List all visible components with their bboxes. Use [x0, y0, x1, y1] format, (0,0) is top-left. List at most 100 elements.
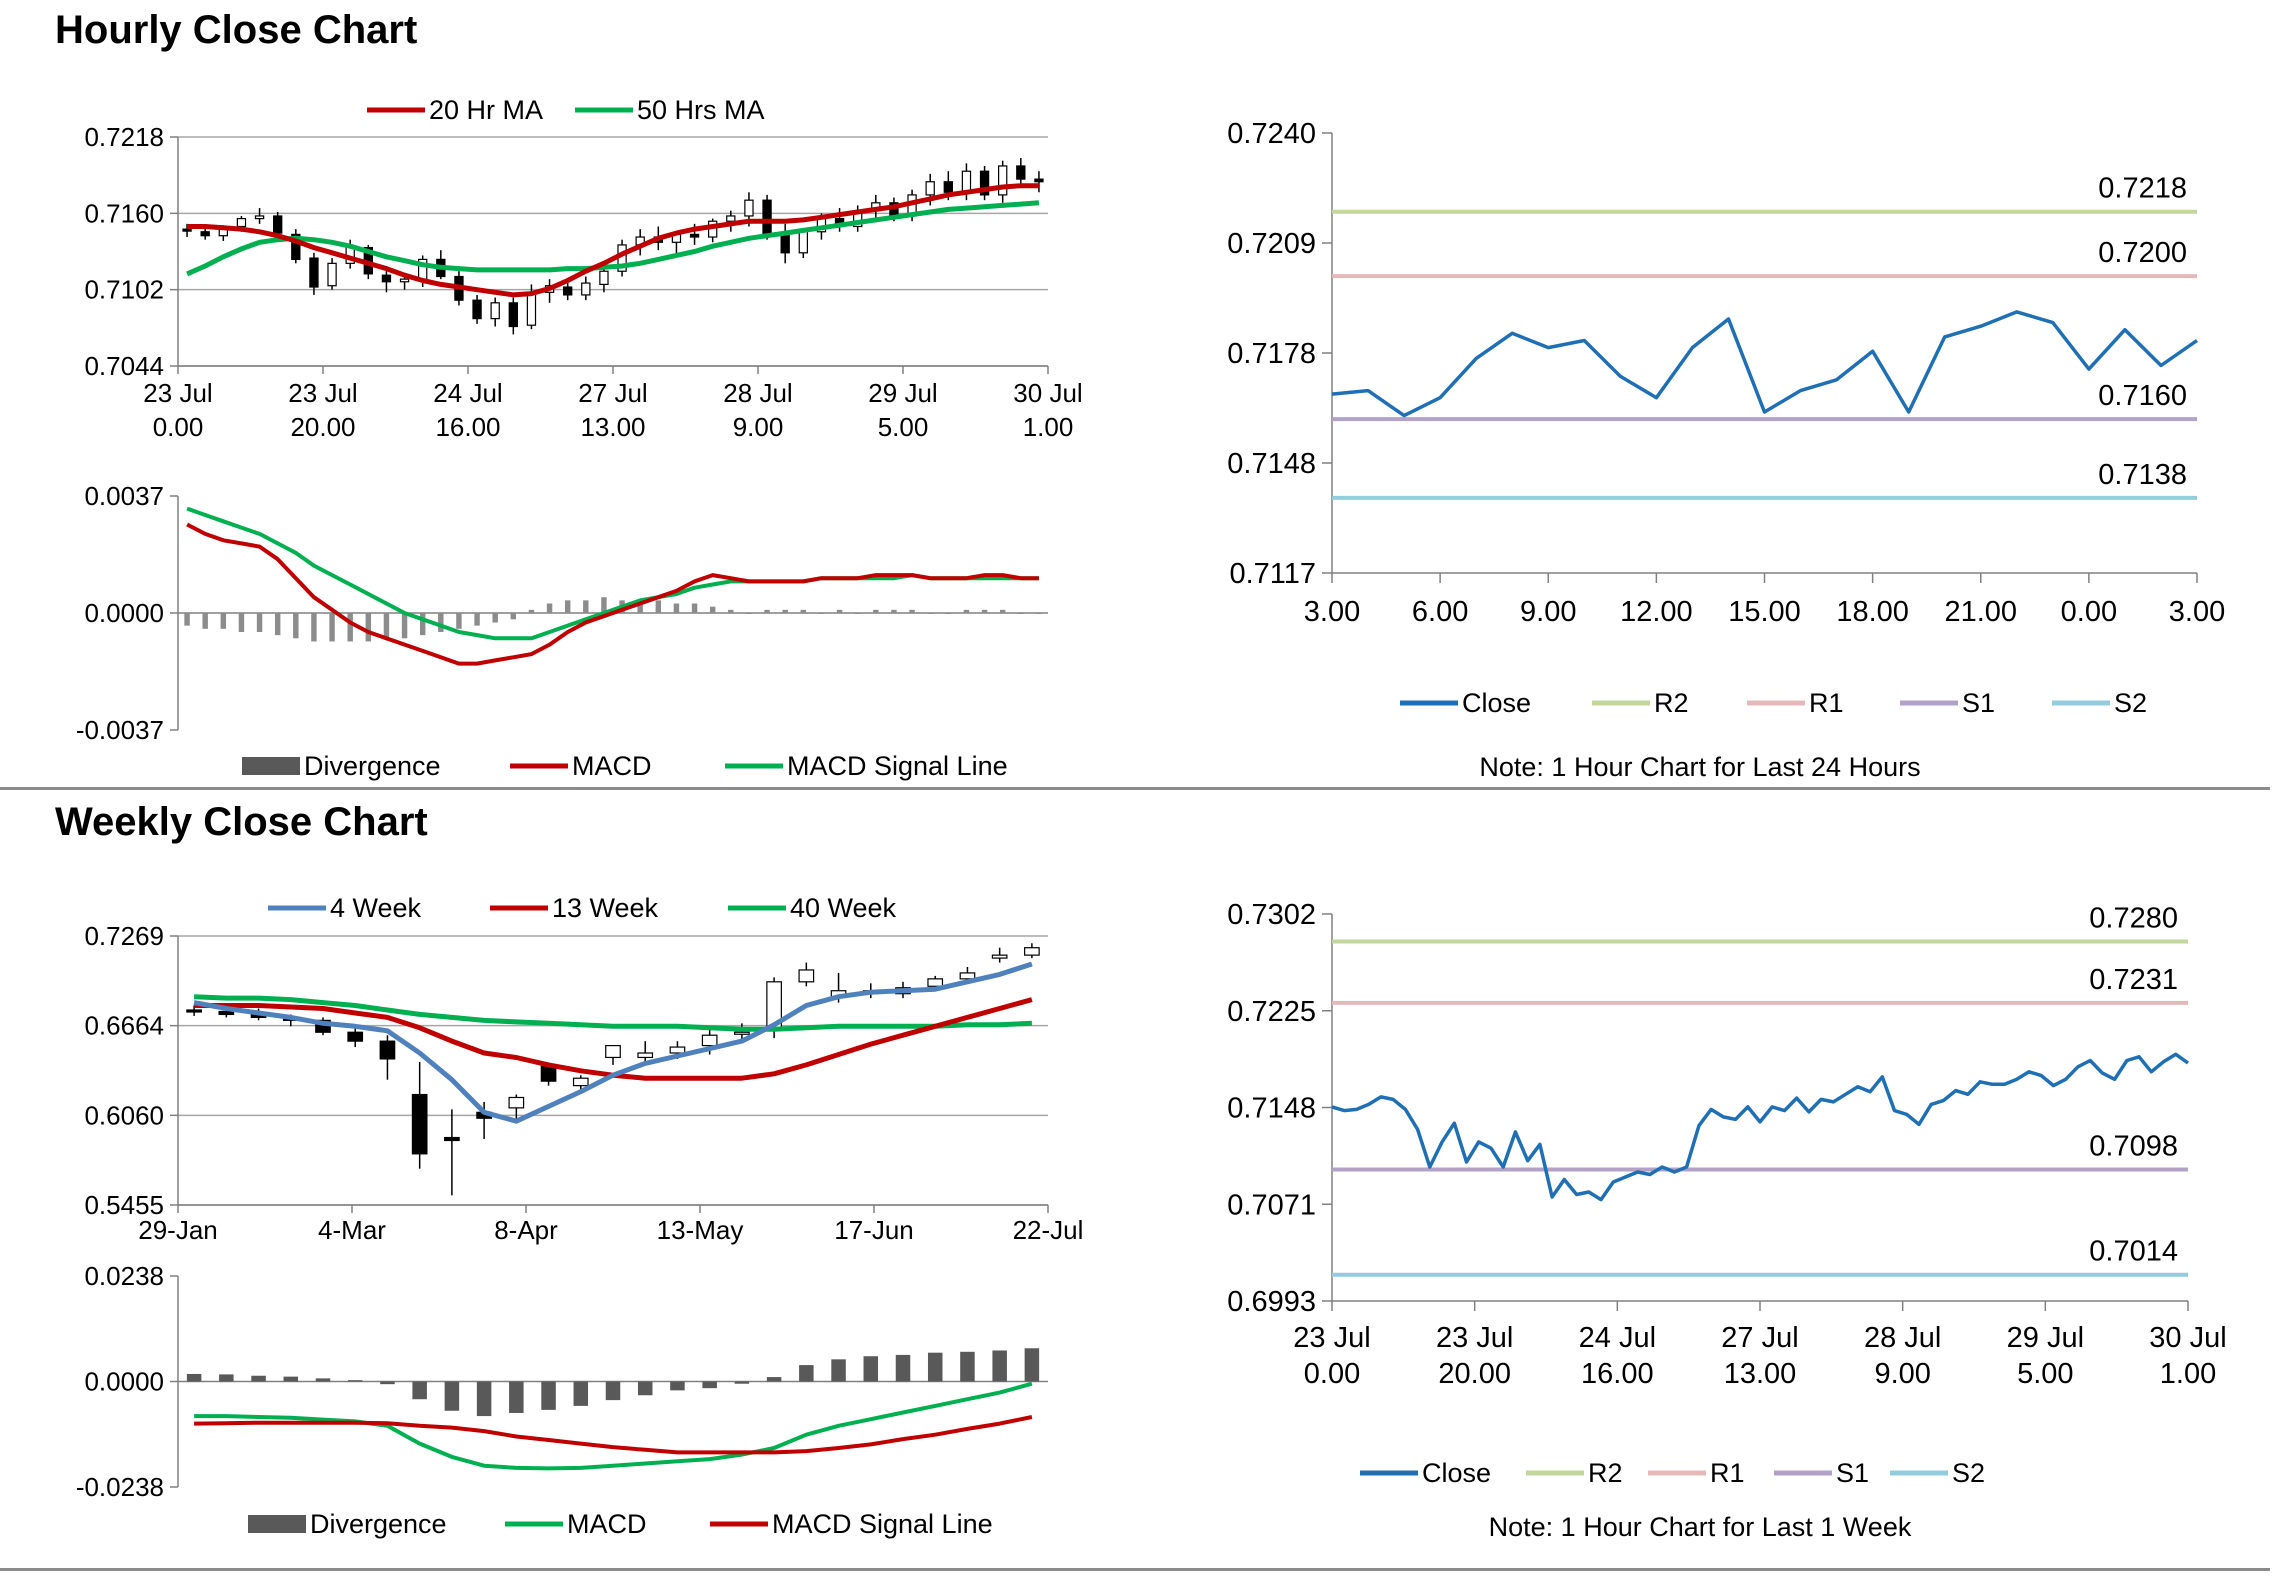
legend-macd-signal-label: MACD Signal Line	[787, 751, 1008, 781]
y-tick-label: 0.7240	[1227, 118, 1316, 150]
y-tick-label: -0.0037	[76, 715, 164, 745]
divergence-bar	[444, 1381, 460, 1411]
legend-s1-label: S1	[1962, 688, 1995, 718]
divergence-bar	[999, 609, 1006, 613]
legend-s2-label: S2	[2114, 688, 2147, 718]
divergence-bar	[702, 1381, 717, 1389]
divergence-bar	[438, 613, 444, 632]
divergence-bar	[456, 613, 462, 629]
legend-macd-label: MACD	[572, 751, 652, 781]
y-tick-label: 0.7102	[84, 275, 164, 305]
divergence-bar	[546, 603, 553, 613]
x-tick-label: 23 Jul	[288, 378, 357, 408]
divergence-bar	[909, 609, 915, 613]
candle-body	[961, 170, 972, 193]
candle-body	[526, 291, 537, 326]
divergence-bar	[251, 1375, 266, 1382]
y-tick-label: 0.7117	[1229, 558, 1316, 590]
legend-divergence-label: Divergence	[304, 751, 441, 781]
legend-r1-label: R1	[1809, 688, 1844, 718]
divergence-bar	[782, 609, 788, 613]
candle-body	[927, 978, 944, 987]
divergence-bar	[637, 1381, 653, 1396]
level-label-s1: 0.7098	[2089, 1130, 2178, 1162]
divergence-bar	[766, 1377, 782, 1382]
candle-body	[734, 1031, 750, 1035]
hourly-price-chart: 20 Hr MA 50 Hrs MA 0.7218 0.7160 0.7102 0.704…	[84, 95, 1082, 442]
legend-divergence-label: Divergence	[310, 1509, 447, 1539]
divergence-bar	[541, 1381, 556, 1410]
divergence-bar	[746, 613, 752, 614]
candle-body	[744, 199, 754, 217]
divergence-bar	[509, 1381, 524, 1413]
x-tick-label: 20.00	[290, 412, 355, 442]
divergence-bar	[891, 609, 897, 613]
x-tick-label: 27 Jul	[1721, 1322, 1798, 1354]
y-tick-label: 0.7044	[84, 351, 164, 381]
legend-40-week-label: 40 Week	[790, 893, 897, 923]
candle-body	[379, 1040, 396, 1060]
divergence-bar	[1024, 1348, 1040, 1382]
divergence-bar	[311, 613, 317, 642]
divergence-bar	[764, 609, 770, 613]
candle-body	[925, 181, 935, 196]
candle-body	[1034, 178, 1044, 183]
y-tick-label: 0.7269	[84, 921, 164, 951]
candle-body	[605, 1044, 621, 1059]
divergence-bar	[510, 613, 517, 620]
x-tick-label: 29 Jul	[2007, 1322, 2084, 1354]
x-tick-label: 16.00	[435, 412, 500, 442]
candle-body	[798, 969, 815, 983]
hourly-pivot-chart: 0.7240 0.7209 0.7178 0.7148 0.7117 3.00 6.00 9.…	[1227, 118, 2225, 718]
level-label-s2: 0.7014	[2089, 1236, 2178, 1268]
level-label-r1: 0.7231	[2089, 964, 2178, 996]
divergence-bar	[691, 603, 698, 613]
divergence-bar	[220, 613, 227, 629]
divergence-bar	[1036, 613, 1042, 614]
weekly-note: Note: 1 Hour Chart for Last 1 Week	[1488, 1512, 1912, 1542]
candle-body	[411, 1093, 428, 1155]
divergence-bar	[474, 613, 480, 626]
divergence-bar	[365, 613, 372, 642]
candle-body	[669, 1046, 686, 1054]
candle-body	[581, 282, 591, 296]
level-label-r2: 0.7218	[2098, 173, 2187, 205]
divergence-bar	[605, 1381, 621, 1401]
bottom-divider	[0, 1568, 2270, 1571]
candle-body	[508, 302, 518, 328]
candle-body	[490, 302, 500, 320]
macd-signal-line	[194, 1415, 1033, 1455]
divergence-bar	[992, 1350, 1007, 1382]
divergence-bar	[873, 609, 879, 613]
weekly-section-title: Weekly Close Chart	[55, 800, 428, 844]
candle-body	[327, 262, 337, 287]
y-tick-label: 0.7160	[84, 198, 164, 228]
candle-body	[563, 286, 573, 296]
level-label-s1: 0.7160	[2098, 380, 2187, 412]
candle-body	[273, 215, 283, 234]
y-tick-label: 0.6993	[1227, 1286, 1316, 1318]
divergence-bar	[564, 600, 571, 613]
x-tick-label: 4-Mar	[318, 1215, 386, 1245]
x-tick-label: 23 Jul	[143, 378, 212, 408]
divergence-bar	[315, 1378, 331, 1382]
candle-body	[508, 1096, 525, 1109]
x-tick-label: 13-May	[657, 1215, 744, 1245]
level-label-s2: 0.7138	[2098, 459, 2187, 491]
divergence-bar	[673, 603, 680, 613]
y-tick-label: 0.7071	[1227, 1189, 1316, 1221]
y-tick-label: 0.7218	[84, 122, 164, 152]
candle-body	[599, 270, 609, 286]
y-tick-label: 0.7148	[1227, 448, 1316, 480]
candle-body	[254, 215, 265, 220]
x-tick-label: 6.00	[1412, 596, 1468, 628]
weekly-macd-chart: 0.0238 0.0000 -0.0238 Divergence MACD MACD Si…	[76, 1261, 1048, 1539]
close-line	[1331, 310, 2198, 418]
legend-s1-label: S1	[1836, 1458, 1869, 1488]
x-tick-label: 20.00	[1438, 1358, 1511, 1390]
y-tick-label: 0.7209	[1227, 228, 1316, 260]
candle-body	[218, 1010, 235, 1016]
x-tick-label: 24 Jul	[433, 378, 502, 408]
y-tick-label: 0.0037	[84, 481, 164, 511]
candle-body	[309, 257, 319, 288]
